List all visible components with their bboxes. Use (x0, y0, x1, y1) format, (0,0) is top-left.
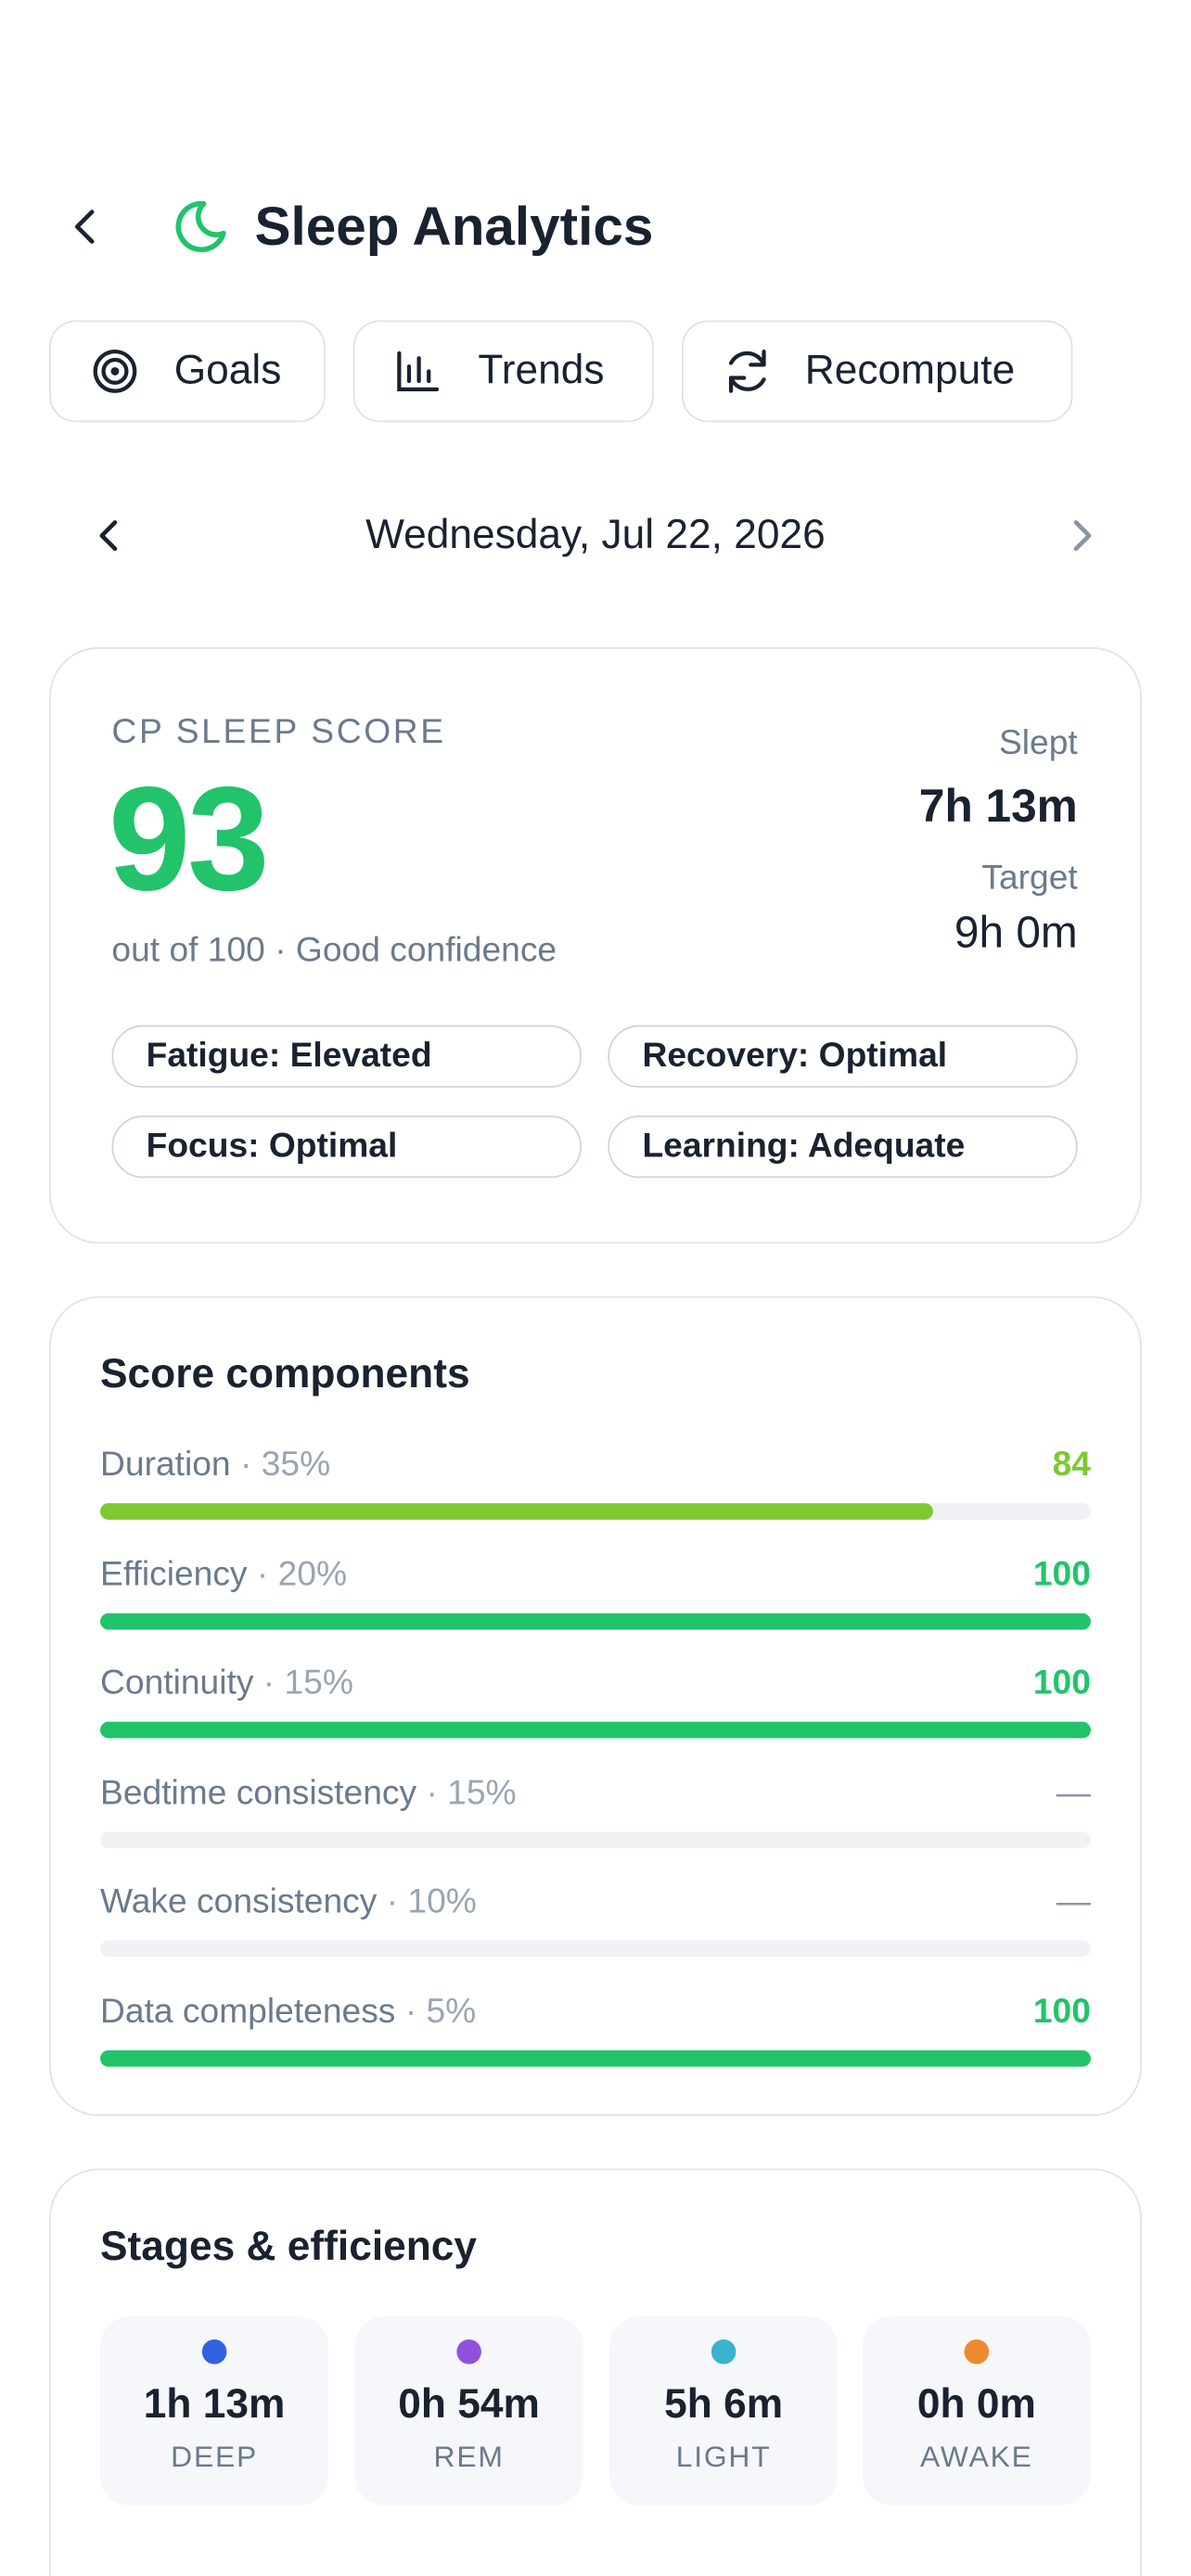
component-label: Efficiency · 20% (100, 1555, 347, 1595)
stage-value: 0h 54m (398, 2381, 540, 2428)
recompute-icon (728, 350, 766, 393)
section-title: Stages & efficiency (100, 2223, 478, 2270)
status-chip: Focus: Optimal (111, 1115, 582, 1179)
component-weight: · 5% (404, 1992, 477, 2030)
component-value: 100 (1032, 1554, 1091, 1593)
score-subtitle: out of 100 · Good confidence (111, 931, 557, 970)
page-title: Sleep Analytics (254, 195, 654, 257)
stage-tile: 5h 6m LIGHT (609, 2316, 839, 2506)
stage-dot (456, 2339, 481, 2365)
score: 93 (108, 758, 270, 923)
chip-label: Learning: Adequate (642, 1127, 966, 1166)
date: Wednesday, Jul 22, 2026 (365, 511, 826, 558)
bar (100, 1503, 933, 1520)
component-weight: · 15% (426, 1773, 517, 1812)
trends-icon (397, 351, 440, 392)
prev-day[interactable] (92, 516, 128, 555)
button-label: Trends (478, 347, 605, 394)
target-value: 9h 0m (954, 907, 1078, 958)
back-button[interactable] (66, 205, 106, 248)
stage-value: 5h 6m (664, 2381, 784, 2428)
component-value: 100 (1032, 1992, 1091, 2030)
goals-icon (93, 350, 137, 393)
component-label: Bedtime consistency · 15% (100, 1774, 517, 1814)
bar (100, 1612, 1091, 1629)
component-weight: · 15% (263, 1664, 353, 1702)
stage-tile: 0h 0m AWAKE (862, 2316, 1091, 2506)
component-name: Data completeness (100, 1992, 396, 2030)
score-label: CP SLEEP SCORE (111, 712, 446, 751)
recompute-button[interactable]: Recompute (681, 320, 1073, 423)
score-card (49, 647, 1142, 1244)
bar-track (100, 1721, 1091, 1739)
slept-label: Slept (998, 724, 1078, 763)
chip-label: Fatigue: Elevated (146, 1036, 432, 1075)
status-chip: Recovery: Optimal (608, 1025, 1078, 1088)
stage-dot (711, 2339, 736, 2365)
goals-button[interactable]: Goals (49, 320, 326, 423)
bar-track (100, 1612, 1091, 1629)
stage-value: 1h 13m (143, 2381, 286, 2428)
trends-button[interactable]: Trends (352, 320, 654, 423)
component-name: Duration (100, 1446, 231, 1484)
stage-label: REM (433, 2440, 505, 2474)
component-value: — (1056, 1882, 1091, 1921)
status-chip: Learning: Adequate (608, 1115, 1078, 1179)
components-card (49, 1295, 1142, 2116)
stage-tile: 1h 13m DEEP (100, 2316, 329, 2506)
section-title: Score components (100, 1351, 470, 1397)
component-label: Wake consistency · 10% (100, 1882, 477, 1922)
button-label: Recompute (804, 347, 1016, 394)
target-label: Target (981, 859, 1078, 898)
status-chip: Fatigue: Elevated (111, 1025, 582, 1088)
component-label: Duration · 35% (100, 1446, 330, 1486)
bar-track (100, 1940, 1091, 1958)
stage-value: 0h 0m (916, 2381, 1036, 2428)
bar-track (100, 1830, 1091, 1848)
component-weight: · 35% (239, 1446, 331, 1484)
component-label: Data completeness · 5% (100, 1992, 476, 2032)
slept-value: 7h 13m (918, 780, 1078, 832)
chip-label: Focus: Optimal (146, 1127, 398, 1166)
component-value: 84 (1052, 1446, 1091, 1484)
bar-track (100, 1503, 1091, 1520)
stage-label: DEEP (171, 2440, 259, 2474)
component-value: — (1056, 1773, 1091, 1812)
component-weight: · 10% (386, 1882, 477, 1921)
component-weight: · 20% (256, 1554, 348, 1593)
moon-icon (175, 200, 226, 252)
chip-label: Recovery: Optimal (642, 1036, 948, 1075)
component-name: Continuity (100, 1664, 254, 1702)
button-label: Goals (173, 347, 282, 394)
stage-label: LIGHT (675, 2440, 772, 2474)
component-value: 100 (1032, 1664, 1091, 1702)
component-name: Efficiency (100, 1554, 248, 1593)
stage-dot (964, 2339, 990, 2365)
component-name: Bedtime consistency (100, 1773, 417, 1812)
stage-label: AWAKE (920, 2440, 1033, 2474)
stage-dot (201, 2339, 227, 2365)
bar (100, 1721, 1091, 1739)
bar-track (100, 2049, 1091, 2066)
component-label: Continuity · 15% (100, 1664, 353, 1704)
bar (100, 2049, 1091, 2066)
stage-tile: 0h 54m REM (354, 2316, 583, 2506)
next-day[interactable] (1065, 516, 1101, 555)
component-name: Wake consistency (100, 1882, 378, 1921)
